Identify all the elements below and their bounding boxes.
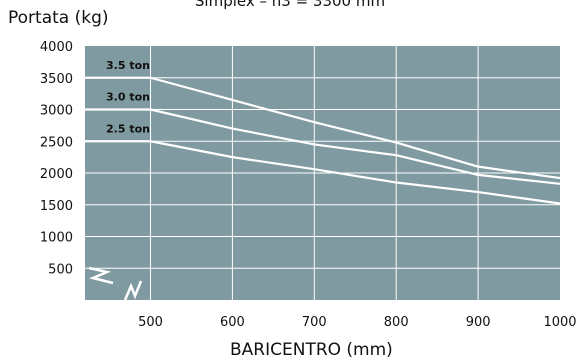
y-tick-label-1000: 1000 — [40, 231, 73, 246]
series-labels: 3.5 ton 3.0 ton 2.5 ton — [106, 59, 150, 136]
chart-top-title: Simplex – h3 = 3300 mm — [194, 0, 386, 10]
x-tick-label-800: 800 — [384, 315, 409, 330]
y-tick-label-2000: 2000 — [40, 167, 73, 182]
grid — [85, 46, 560, 300]
series-label-3: 2.5 ton — [106, 122, 150, 135]
x-axis-break-icon — [123, 280, 143, 301]
y-tick-label-500: 500 — [48, 262, 73, 277]
series-line-3 — [85, 140, 561, 205]
tick-labels: 500 1000 1500 2000 2500 3000 3500 4000 500 600 700… — [40, 40, 577, 330]
y-axis-title: Portata (kg) — [8, 8, 109, 28]
series-line-2 — [85, 108, 561, 185]
x-tick-label-700: 700 — [302, 315, 327, 330]
series-line-1 — [85, 76, 561, 180]
y-tick-label-2500: 2500 — [40, 135, 73, 150]
series-layer — [85, 76, 561, 205]
axis-break-marker — [88, 266, 143, 301]
x-tick-label-500: 500 — [138, 315, 163, 330]
series-label-1: 3.5 ton — [106, 59, 150, 72]
x-tick-label-900: 900 — [466, 315, 491, 330]
x-tick-label-1000: 1000 — [543, 315, 576, 330]
x-axis-title: BARICENTRO (mm) — [230, 340, 393, 360]
x-tick-label-600: 600 — [220, 315, 245, 330]
y-tick-label-4000: 4000 — [40, 40, 73, 55]
y-tick-label-3000: 3000 — [40, 104, 73, 119]
y-tick-label-3500: 3500 — [40, 72, 73, 87]
y-tick-label-1500: 1500 — [40, 199, 73, 214]
series-label-2: 3.0 ton — [106, 91, 150, 104]
y-axis-break-icon — [88, 266, 114, 285]
